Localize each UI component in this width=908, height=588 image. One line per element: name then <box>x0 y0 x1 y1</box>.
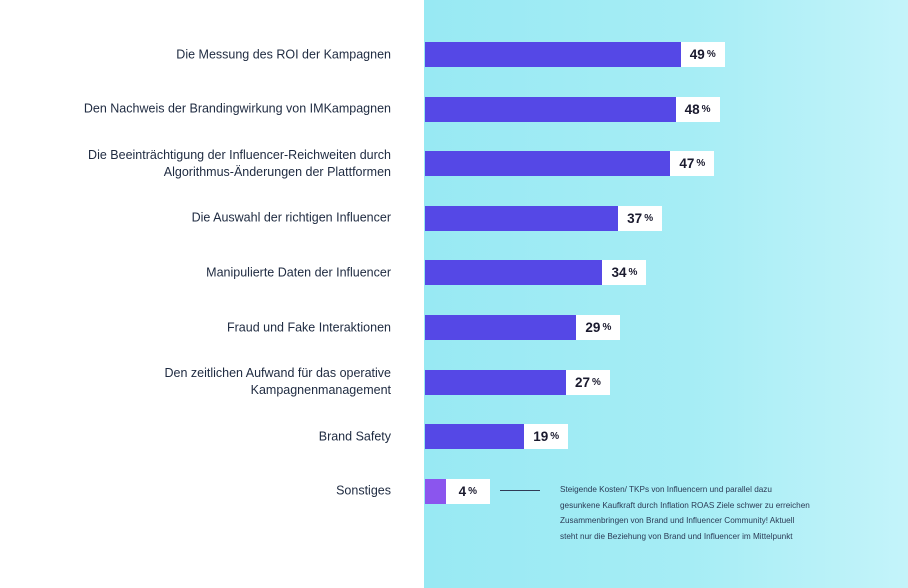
category-label-line: Den Nachweis der Brandingwirkung von IMK… <box>83 101 391 116</box>
bar <box>425 151 671 177</box>
category-label-line: Den zeitlichen Aufwand für das operative <box>164 366 391 381</box>
data-label-unit: % <box>644 212 654 224</box>
data-label: 34% <box>602 260 647 286</box>
annotation-line: Zusammenbringen von Brand und Influencer… <box>560 516 795 525</box>
bar <box>425 96 676 122</box>
bar <box>425 424 525 450</box>
category-label-line: Algorithmus-Änderungen der Plattformen <box>163 164 391 179</box>
data-label-value: 34 <box>611 265 627 281</box>
data-label: 19% <box>524 424 569 450</box>
category-label-line: Brand Safety <box>318 429 391 444</box>
data-label-value: 49 <box>689 47 705 62</box>
data-label: 47% <box>670 151 715 177</box>
category-label-line: Die Messung des ROI der Kampagnen <box>176 47 391 61</box>
data-label-value: 4 <box>458 483 467 499</box>
bar <box>425 205 619 231</box>
category-label: Brand Safety <box>40 428 391 445</box>
category-label: Den Nachweis der Brandingwirkung von IMK… <box>40 101 391 118</box>
data-label: 48% <box>675 96 720 122</box>
bar <box>425 478 446 504</box>
data-label-value: 37 <box>627 210 643 226</box>
category-label-line: Die Auswahl der richtigen Influencer <box>191 210 391 225</box>
category-label: Manipulierte Daten der Influencer <box>40 264 391 281</box>
category-label: Die Beeinträchtigung der Influencer-Reic… <box>40 147 391 181</box>
data-label: 49% <box>680 42 725 67</box>
category-label: Die Messung des ROI der Kampagnen <box>40 46 391 63</box>
data-label-unit: % <box>602 322 612 333</box>
category-label-line: Sonstiges <box>336 483 391 498</box>
bar <box>425 42 681 67</box>
annotation-line: gesunkene Kaufkraft durch Inflation ROAS… <box>560 500 810 510</box>
annotation-text: Steigende Kosten/ TKPs von Influencern u… <box>560 482 860 544</box>
bar <box>425 369 566 395</box>
annotation-line: Steigende Kosten/ TKPs von Influencern u… <box>560 485 772 494</box>
bar <box>425 315 577 340</box>
data-label-value: 47 <box>679 156 695 172</box>
data-label-unit: % <box>706 49 716 60</box>
data-label: 4% <box>445 478 490 504</box>
category-label: Sonstiges <box>40 483 391 500</box>
category-label: Den zeitlichen Aufwand für das operative… <box>40 365 391 399</box>
category-label-line: Die Beeinträchtigung der Influencer-Reic… <box>88 147 391 162</box>
data-label-unit: % <box>628 267 638 279</box>
annotation-connector <box>500 490 540 491</box>
category-label: Fraud und Fake Interaktionen <box>40 319 391 336</box>
data-label-value: 48 <box>684 101 700 117</box>
data-label-unit: % <box>468 485 478 497</box>
category-label-line: Manipulierte Daten der Influencer <box>206 265 391 280</box>
data-label-unit: % <box>701 103 711 115</box>
category-label: Die Auswahl der richtigen Influencer <box>40 210 391 227</box>
data-label-value: 29 <box>585 320 601 335</box>
data-label-unit: % <box>592 376 601 388</box>
category-label-line: Fraud und Fake Interaktionen <box>227 320 391 334</box>
data-label: 37% <box>618 205 663 231</box>
data-label-unit: % <box>550 431 560 443</box>
data-label-unit: % <box>696 158 706 170</box>
data-label-value: 19 <box>533 429 549 445</box>
data-label-value: 27 <box>574 374 590 390</box>
category-label-line: Kampagnenmanagement <box>250 383 391 398</box>
bar <box>425 260 603 286</box>
data-label: 29% <box>576 315 621 340</box>
annotation-line: steht nur die Beziehung von Brand und In… <box>560 531 793 541</box>
data-label: 27% <box>565 369 610 395</box>
